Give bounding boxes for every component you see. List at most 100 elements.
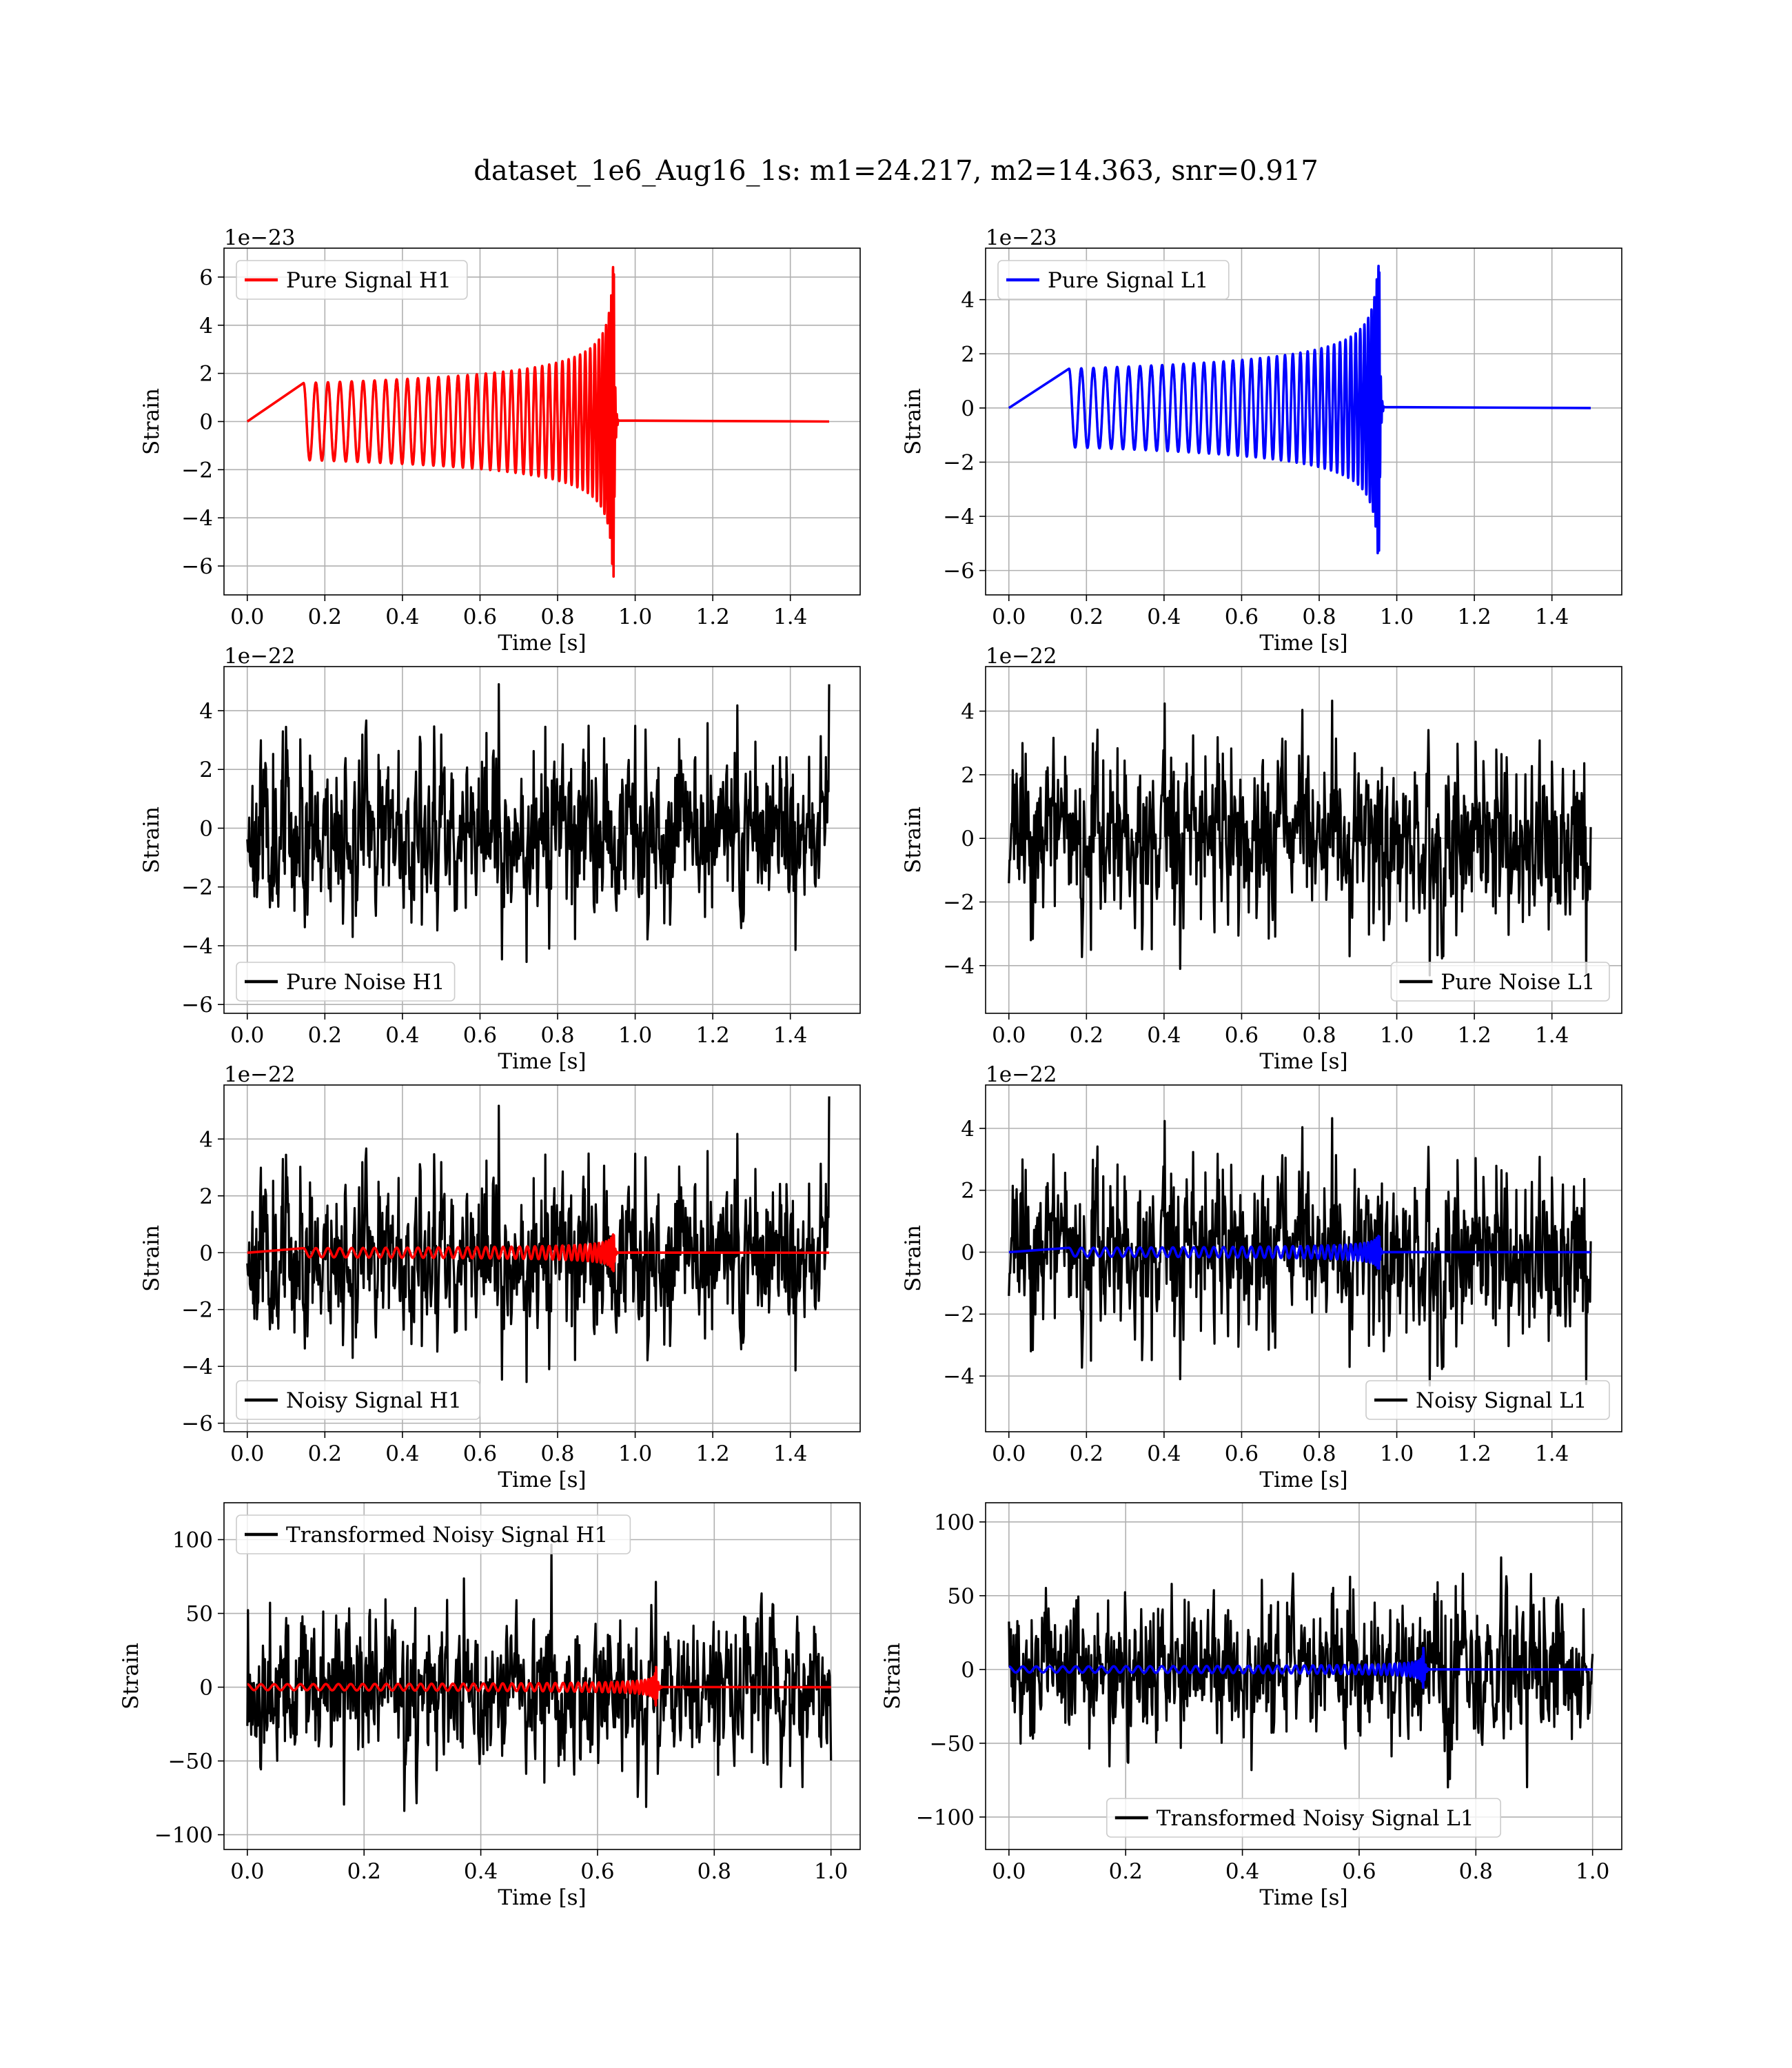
chart-pure-noise-h1: 0.0 0.2 0.4 0.6 0.8 1.0 1.2 1.4 −6 −4 −2 0 2 4 Time [s… bbox=[139, 644, 861, 1074]
y-tick-label: 2 bbox=[199, 362, 213, 387]
y-tick-label: 4 bbox=[199, 699, 213, 724]
y-tick-label: 0 bbox=[961, 827, 975, 851]
x-axis-label: Time [s] bbox=[1259, 1468, 1347, 1492]
y-tick-label: 2 bbox=[199, 1184, 213, 1209]
y-tick-label: −50 bbox=[930, 1732, 975, 1756]
x-axis-label: Time [s] bbox=[1259, 1049, 1347, 1074]
series-group bbox=[246, 1096, 831, 1383]
x-tick-label: 0.4 bbox=[385, 605, 419, 629]
x-tick-label: 0.0 bbox=[992, 605, 1026, 629]
legend-box bbox=[236, 1380, 480, 1420]
x-tick-label: 1.2 bbox=[1457, 1441, 1491, 1466]
x-tick-label: 1.2 bbox=[695, 1441, 729, 1466]
y-tick-label: 4 bbox=[961, 288, 975, 313]
x-tick-label: 0.8 bbox=[540, 605, 574, 629]
series-signal bbox=[1008, 1235, 1591, 1270]
x-axis-label: Time [s] bbox=[498, 631, 586, 656]
y-tick-label: −4 bbox=[181, 506, 213, 531]
legend-label: Noisy Signal H1 bbox=[286, 1388, 462, 1413]
x-tick-label: 0.4 bbox=[385, 1023, 419, 1048]
tick-group: 0.0 0.2 0.4 0.6 0.8 1.0 1.2 1.4 −6 −4 −2 0 2 4 bbox=[943, 288, 1569, 629]
x-tick-label: 0.6 bbox=[1342, 1859, 1376, 1884]
axes-frame bbox=[223, 666, 861, 1014]
x-tick-label: 0.2 bbox=[308, 605, 342, 629]
legend: Noisy Signal H1 bbox=[236, 1380, 480, 1420]
y-axis-label: Strain bbox=[119, 1643, 143, 1710]
y-tick-label: −4 bbox=[181, 934, 213, 959]
x-tick-label: 0.4 bbox=[385, 1441, 419, 1466]
x-tick-label: 0.8 bbox=[698, 1859, 731, 1884]
series-noise bbox=[1008, 1556, 1594, 1789]
y-tick-label: 0 bbox=[961, 1658, 975, 1683]
y-axis-label: Strain bbox=[901, 807, 926, 873]
y-tick-label: 2 bbox=[961, 342, 975, 367]
x-tick-label: 0.0 bbox=[230, 1859, 264, 1884]
tick-group: 0.0 0.2 0.4 0.6 0.8 1.0 −100 −50 0 50 100 bbox=[916, 1510, 1609, 1884]
legend: Pure Noise H1 bbox=[236, 962, 456, 1002]
series-noise bbox=[1008, 699, 1592, 977]
x-tick-label: 1.4 bbox=[1535, 1023, 1569, 1048]
x-tick-label: 0.0 bbox=[230, 1441, 264, 1466]
series-group bbox=[246, 1543, 833, 1812]
y-tick-label: −4 bbox=[943, 1364, 975, 1389]
x-tick-label: 0.0 bbox=[992, 1441, 1026, 1466]
chart-noisy-signal-h1: 0.0 0.2 0.4 0.6 0.8 1.0 1.2 1.4 −6 −4 −2 0 2 4 Time [s… bbox=[139, 1062, 861, 1492]
series-noise bbox=[246, 1543, 833, 1812]
series-group bbox=[246, 683, 831, 963]
x-tick-label: 1.2 bbox=[695, 605, 729, 629]
x-tick-label: 1.4 bbox=[773, 1441, 807, 1466]
x-axis-label: Time [s] bbox=[498, 1468, 586, 1492]
legend-label: Pure Noise H1 bbox=[286, 970, 445, 995]
legend-label: Transformed Noisy Signal L1 bbox=[1157, 1806, 1474, 1831]
x-tick-label: 0.8 bbox=[540, 1023, 574, 1048]
y-tick-label: −4 bbox=[943, 505, 975, 529]
x-tick-label: 0.6 bbox=[463, 1441, 497, 1466]
chart-pure-signal-h1: 0.0 0.2 0.4 0.6 0.8 1.0 1.2 1.4 −6 −4 −2 0 2 4 6 Time [… bbox=[139, 225, 861, 656]
tick-group: 0.0 0.2 0.4 0.6 0.8 1.0 1.2 1.4 −6 −4 −2 0 2 4 bbox=[181, 699, 807, 1048]
x-tick-label: 1.2 bbox=[1457, 1023, 1491, 1048]
y-tick-label: 0 bbox=[961, 396, 975, 421]
x-tick-label: 1.0 bbox=[618, 605, 652, 629]
series-group bbox=[1008, 1117, 1592, 1387]
tick-group: 0.0 0.2 0.4 0.6 0.8 1.0 1.2 1.4 −6 −4 −2 0 2 4 bbox=[181, 1127, 807, 1466]
x-tick-label: 0.6 bbox=[1225, 605, 1259, 629]
series-group bbox=[246, 265, 830, 578]
y-tick-label: 50 bbox=[186, 1602, 213, 1627]
series-signal bbox=[1008, 265, 1591, 555]
y-axis-label: Strain bbox=[901, 1225, 926, 1292]
x-tick-label: 0.8 bbox=[1302, 605, 1336, 629]
axes-frame bbox=[985, 1502, 1622, 1850]
series-noise bbox=[246, 1096, 831, 1383]
x-tick-label: 1.2 bbox=[1457, 605, 1491, 629]
x-tick-label: 0.2 bbox=[1070, 1023, 1103, 1048]
x-tick-label: 0.2 bbox=[1070, 1441, 1103, 1466]
y-tick-label: 4 bbox=[199, 1127, 213, 1152]
y-tick-label: 2 bbox=[961, 763, 975, 788]
x-tick-label: 1.0 bbox=[1576, 1859, 1609, 1884]
chart-transformed-noisy-signal-l1: 0.0 0.2 0.4 0.6 0.8 1.0 −100 −50 0 50 100 Time [s] S… bbox=[880, 1502, 1622, 1910]
y-tick-label: −6 bbox=[943, 559, 975, 584]
series-noise bbox=[1008, 1117, 1592, 1387]
x-tick-label: 0.8 bbox=[1302, 1441, 1336, 1466]
y-tick-label: 100 bbox=[934, 1510, 975, 1535]
legend-box bbox=[236, 260, 468, 300]
x-tick-label: 1.0 bbox=[1380, 1441, 1414, 1466]
y-tick-label: 50 bbox=[948, 1584, 975, 1609]
legend: Pure Noise L1 bbox=[1390, 962, 1610, 1002]
x-tick-label: 1.4 bbox=[1535, 605, 1569, 629]
x-axis-label: Time [s] bbox=[1259, 631, 1347, 656]
legend: Transformed Noisy Signal H1 bbox=[236, 1514, 631, 1554]
chart-noisy-signal-l1: 0.0 0.2 0.4 0.6 0.8 1.0 1.2 1.4 −4 −2 0 2 4 Time [s] S… bbox=[901, 1062, 1622, 1492]
y-tick-label: −6 bbox=[181, 1412, 213, 1437]
series-signal bbox=[247, 1233, 830, 1273]
x-tick-label: 1.0 bbox=[1380, 1023, 1414, 1048]
x-axis-label: Time [s] bbox=[498, 1885, 586, 1910]
legend-label: Pure Noise L1 bbox=[1440, 970, 1595, 995]
y-tick-label: −2 bbox=[943, 890, 975, 915]
x-tick-label: 0.2 bbox=[347, 1859, 381, 1884]
y-tick-label: 0 bbox=[199, 816, 213, 841]
y-tick-label: −2 bbox=[943, 1302, 975, 1327]
x-tick-label: 0.4 bbox=[1225, 1859, 1259, 1884]
x-tick-label: 0.4 bbox=[464, 1859, 498, 1884]
